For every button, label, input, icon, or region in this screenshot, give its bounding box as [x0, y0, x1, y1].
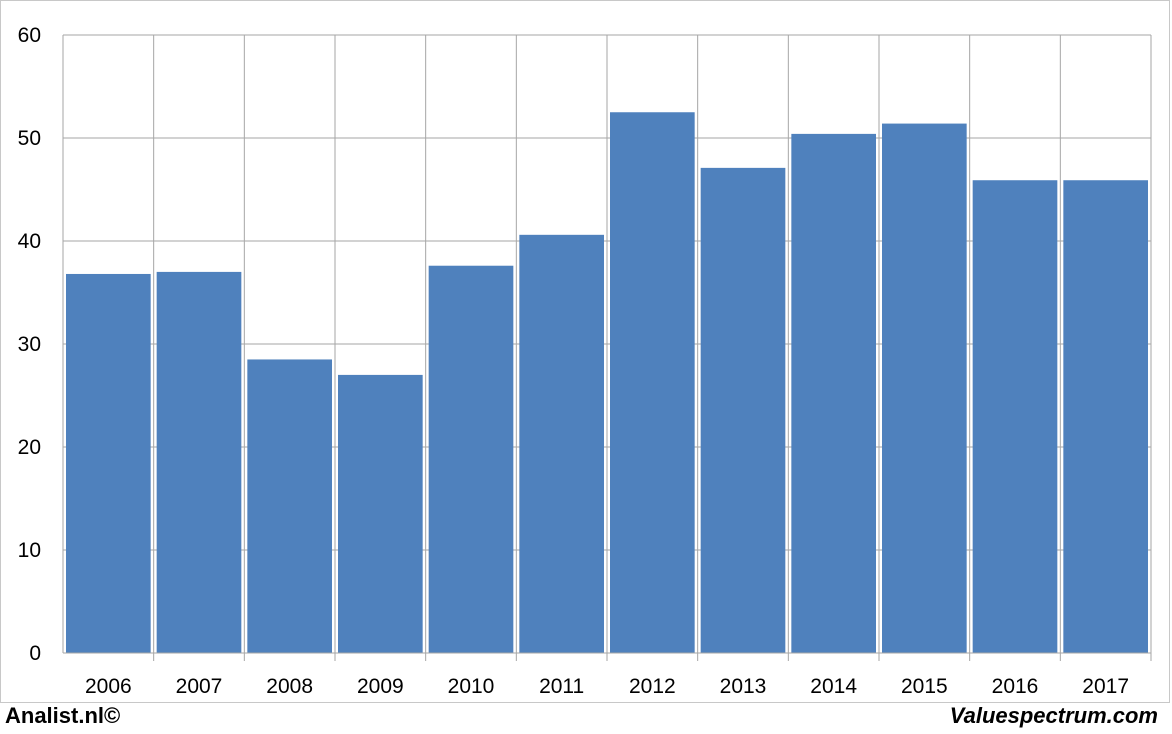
- x-tick-label: 2013: [720, 675, 767, 698]
- bar: [610, 112, 695, 653]
- y-tick-label: 60: [18, 24, 41, 47]
- x-tick-label: 2006: [85, 675, 132, 698]
- y-tick-label: 30: [18, 333, 41, 356]
- bar: [882, 123, 967, 653]
- bars: [66, 112, 1148, 654]
- bar-chart: 0 10 20 30 40 50 60 2006 2007 2008 2009 2010 2011 201…: [18, 24, 1152, 698]
- x-tick-label: 2015: [901, 675, 948, 698]
- x-tick-label: 2008: [266, 675, 313, 698]
- x-tick-label: 2017: [1082, 675, 1129, 698]
- footer-source-left: Analist.nl©: [5, 703, 121, 728]
- bar: [338, 374, 423, 653]
- bar: [1063, 180, 1148, 654]
- grid-lines: [62, 34, 1152, 661]
- x-tick-label: 2007: [176, 675, 223, 698]
- y-tick-label: 50: [18, 127, 41, 150]
- y-tick-label: 10: [18, 539, 41, 562]
- bar: [428, 265, 514, 653]
- footer-source-right: Valuespectrum.com: [949, 703, 1158, 728]
- axes: [62, 35, 1151, 654]
- y-tick-label: 20: [18, 436, 41, 459]
- bar: [66, 273, 151, 653]
- x-tick-label: 2011: [539, 675, 584, 698]
- x-tick-label: 2016: [992, 675, 1039, 698]
- bar: [700, 167, 786, 653]
- y-tick-label: 0: [29, 642, 41, 665]
- y-tick-label: 40: [18, 230, 41, 253]
- x-tick-label: 2010: [448, 675, 495, 698]
- bar: [156, 271, 242, 653]
- bar: [791, 133, 876, 653]
- bar: [519, 234, 604, 653]
- bar: [972, 180, 1058, 654]
- x-tick-label: 2012: [629, 675, 676, 698]
- chart-frame: 0 10 20 30 40 50 60 2006 2007 2008 2009 2010 2011 201…: [0, 0, 1170, 703]
- x-tick-label: 2009: [357, 675, 404, 698]
- bar: [247, 359, 332, 653]
- tick-labels: 0 10 20 30 40 50 60 2006 2007 2008 2009 2010 2011 201…: [18, 24, 1129, 698]
- x-tick-label: 2014: [810, 675, 857, 698]
